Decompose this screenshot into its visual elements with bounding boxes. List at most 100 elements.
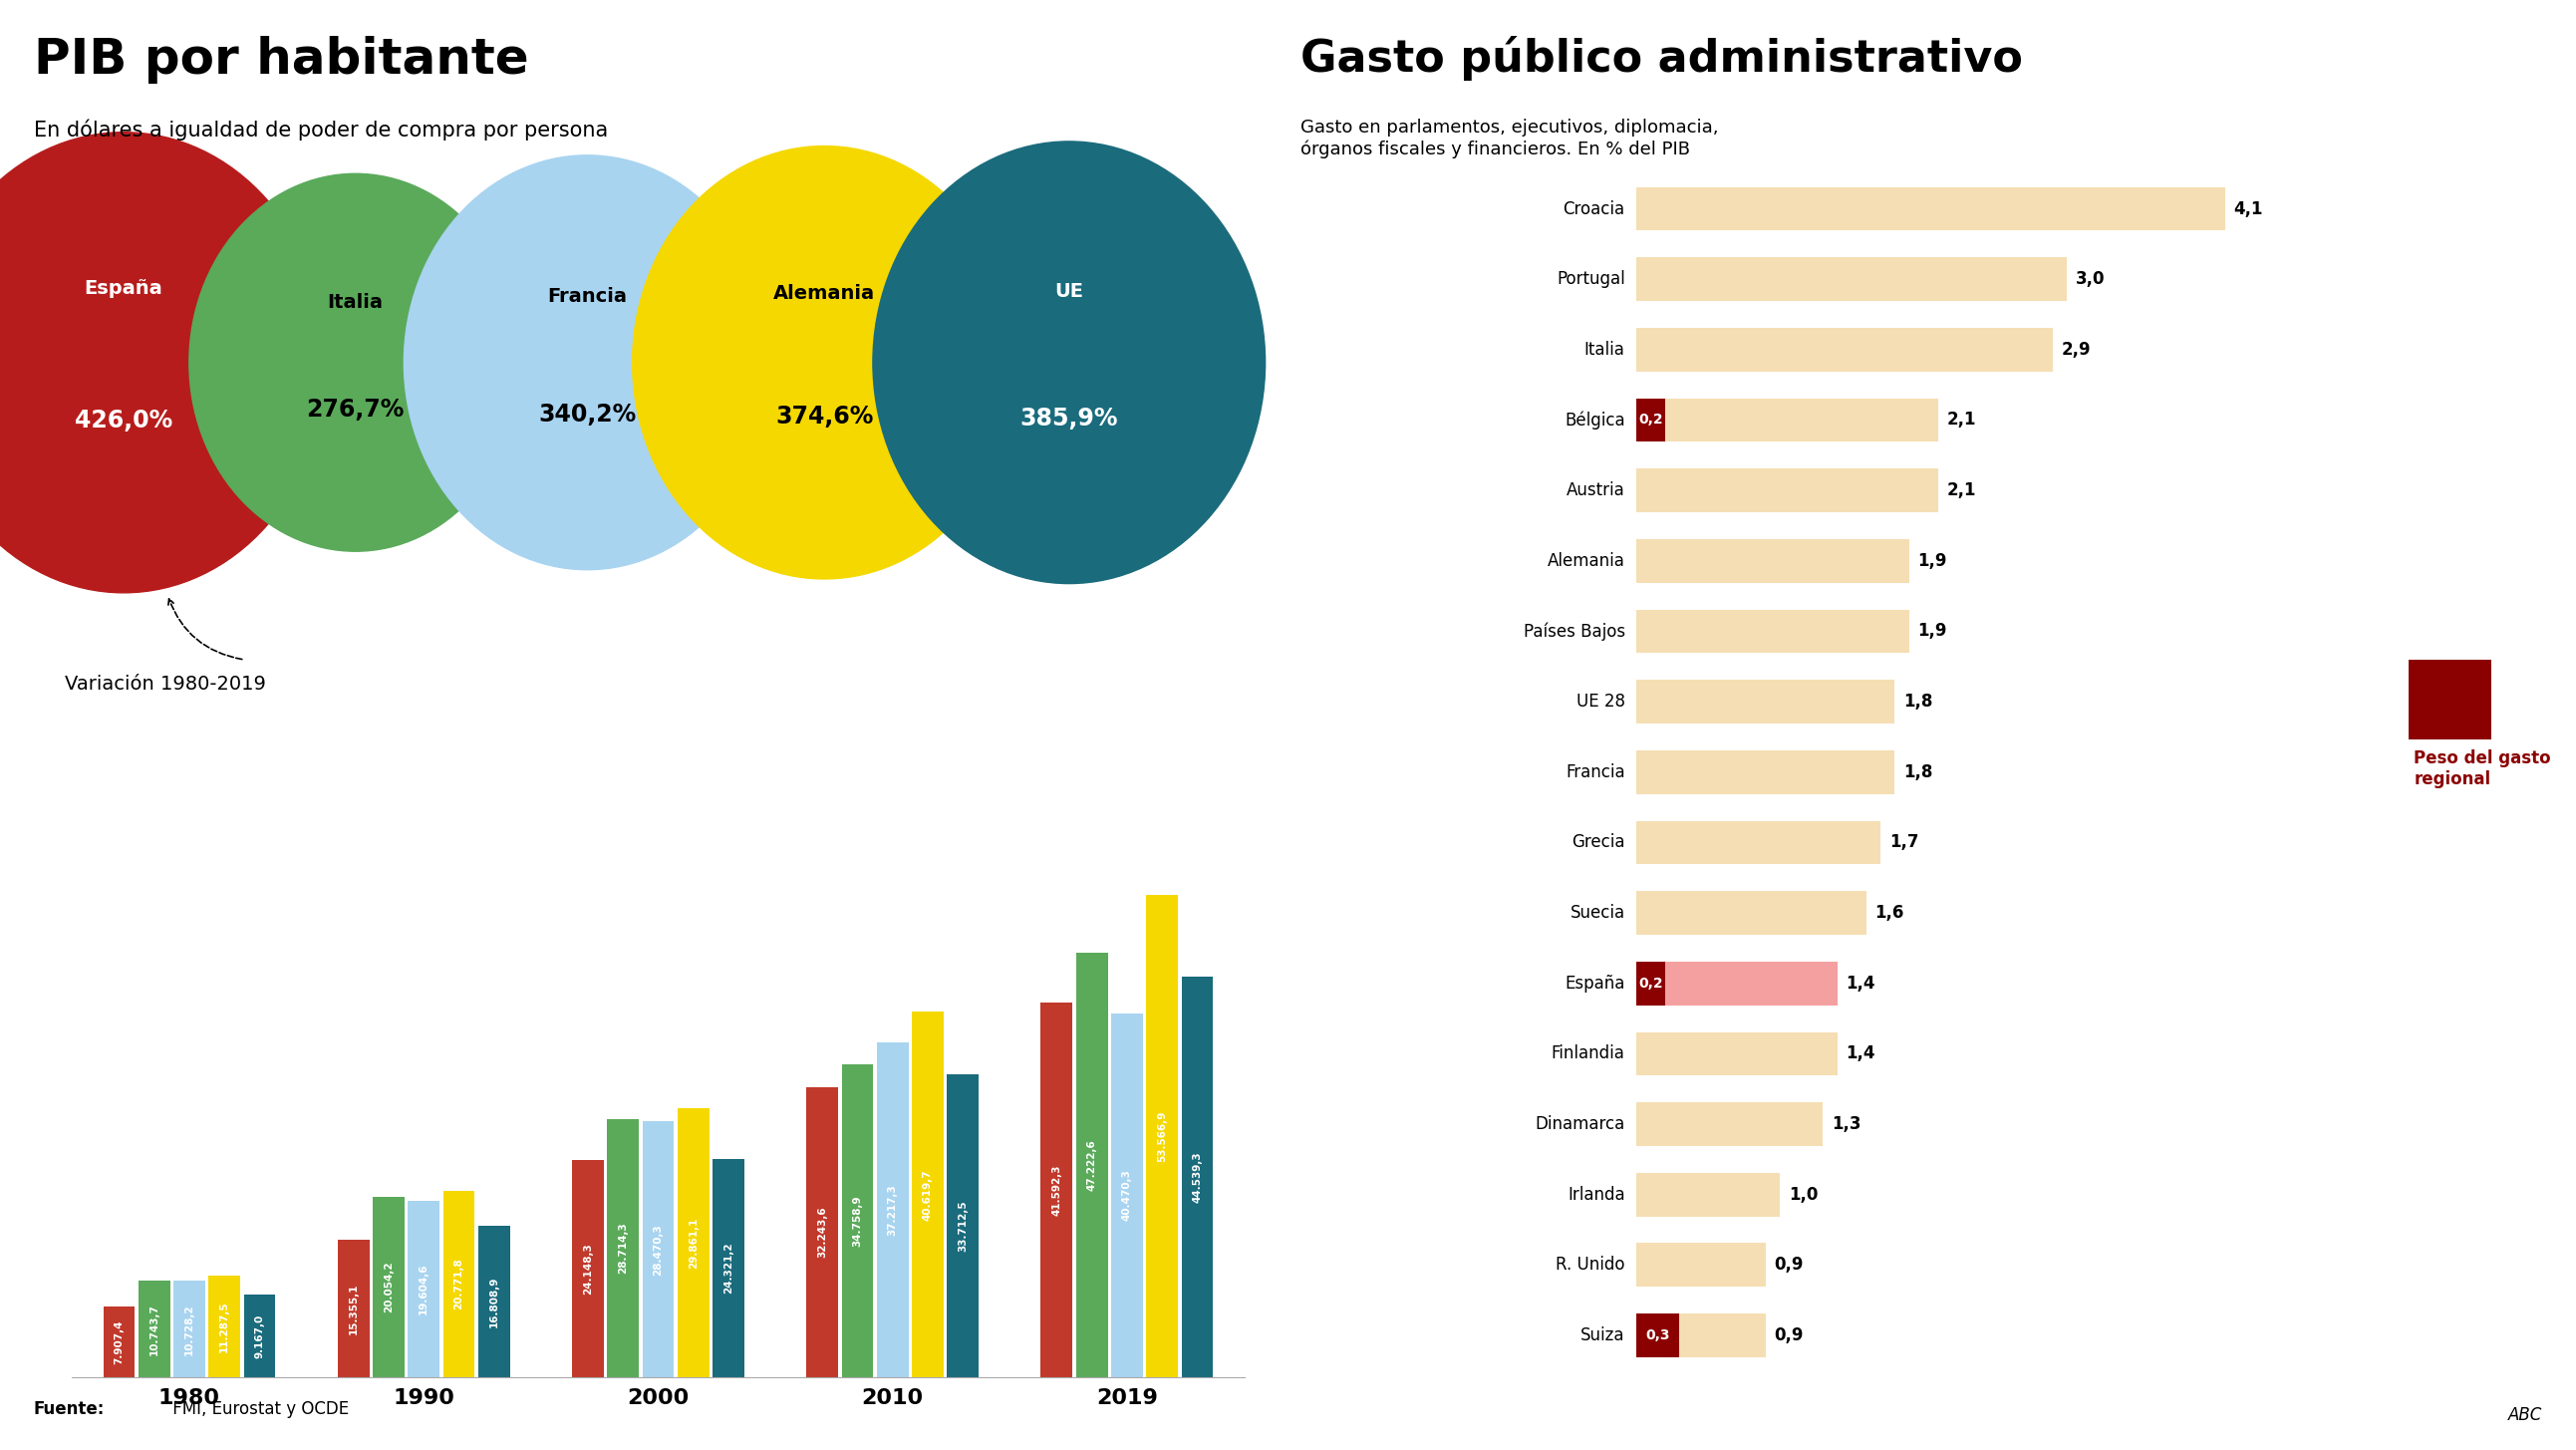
- Text: 47.222,6: 47.222,6: [1087, 1140, 1097, 1190]
- Bar: [714, 1159, 744, 1378]
- Bar: [1636, 821, 1880, 864]
- Text: Variación 1980-2019: Variación 1980-2019: [64, 674, 265, 693]
- Bar: [1636, 609, 1909, 653]
- Text: 41.592,3: 41.592,3: [1051, 1164, 1061, 1217]
- Text: Peso del gasto
regional: Peso del gasto regional: [2414, 750, 2550, 789]
- Bar: [948, 1074, 979, 1378]
- Bar: [1636, 1243, 1765, 1286]
- Text: 1,3: 1,3: [1832, 1115, 1860, 1134]
- Text: 53.566,9: 53.566,9: [1157, 1111, 1167, 1161]
- Text: 20.771,8: 20.771,8: [453, 1259, 464, 1309]
- Text: ABC: ABC: [2509, 1406, 2543, 1424]
- Bar: [608, 1119, 639, 1378]
- Bar: [1636, 1102, 1824, 1146]
- Text: PIB por habitante: PIB por habitante: [33, 36, 528, 84]
- Bar: [245, 1295, 276, 1378]
- Bar: [1636, 539, 1909, 583]
- Text: 0,2: 0,2: [1638, 976, 1664, 990]
- Text: Dinamarca: Dinamarca: [1535, 1115, 1625, 1134]
- Bar: [1636, 892, 1865, 935]
- Bar: [842, 1064, 873, 1378]
- Text: Grecia: Grecia: [1571, 834, 1625, 851]
- Text: 28.470,3: 28.470,3: [654, 1224, 662, 1275]
- Text: 33.712,5: 33.712,5: [958, 1201, 969, 1251]
- Text: R. Unido: R. Unido: [1556, 1256, 1625, 1275]
- Text: 0,9: 0,9: [1775, 1327, 1803, 1344]
- Text: 11.287,5: 11.287,5: [219, 1301, 229, 1353]
- Text: Alemania: Alemania: [1548, 552, 1625, 570]
- Bar: [1636, 187, 2226, 231]
- Bar: [139, 1280, 170, 1378]
- Text: 20.054,2: 20.054,2: [384, 1262, 394, 1312]
- Text: 32.243,6: 32.243,6: [817, 1206, 827, 1259]
- Ellipse shape: [873, 142, 1265, 583]
- Text: 19.604,6: 19.604,6: [420, 1263, 428, 1315]
- Text: España: España: [85, 280, 162, 299]
- Text: 1,4: 1,4: [1847, 974, 1875, 992]
- Text: 426,0%: 426,0%: [75, 409, 173, 432]
- Text: 4,1: 4,1: [2233, 200, 2262, 218]
- Text: 276,7%: 276,7%: [307, 397, 404, 422]
- Bar: [479, 1227, 510, 1378]
- Bar: [1110, 1014, 1144, 1378]
- Text: Bélgica: Bélgica: [1564, 410, 1625, 429]
- Text: 29.861,1: 29.861,1: [688, 1218, 698, 1269]
- Bar: [173, 1280, 206, 1378]
- Text: Portugal: Portugal: [1556, 270, 1625, 289]
- Text: Finlandia: Finlandia: [1551, 1045, 1625, 1063]
- Bar: [572, 1160, 603, 1377]
- Text: FMI, Eurostat y OCDE: FMI, Eurostat y OCDE: [167, 1401, 348, 1418]
- Bar: [1636, 399, 1937, 442]
- Text: Croacia: Croacia: [1564, 200, 1625, 218]
- Bar: [1041, 1003, 1072, 1378]
- Text: 2,1: 2,1: [1947, 410, 1976, 429]
- Bar: [1636, 961, 1837, 1005]
- Ellipse shape: [634, 146, 1015, 579]
- Bar: [1636, 750, 1896, 795]
- Text: 374,6%: 374,6%: [775, 405, 873, 429]
- Text: 0,9: 0,9: [1775, 1256, 1803, 1275]
- Text: 40.470,3: 40.470,3: [1123, 1170, 1131, 1221]
- Bar: [443, 1190, 474, 1377]
- Bar: [1636, 680, 1896, 724]
- Text: Irlanda: Irlanda: [1569, 1186, 1625, 1203]
- Text: 28.714,3: 28.714,3: [618, 1222, 629, 1275]
- Text: 0,2: 0,2: [1638, 413, 1664, 426]
- Bar: [1636, 258, 2066, 302]
- Text: 1,0: 1,0: [1788, 1186, 1819, 1203]
- Text: 385,9%: 385,9%: [1020, 406, 1118, 431]
- Text: 2,1: 2,1: [1947, 481, 1976, 499]
- Text: Francia: Francia: [549, 287, 626, 306]
- Text: En dólares a igualdad de poder de compra por persona: En dólares a igualdad de poder de compra…: [33, 119, 608, 141]
- Bar: [876, 1043, 909, 1378]
- Text: Gasto público administrativo: Gasto público administrativo: [1301, 36, 2022, 81]
- Text: España: España: [1564, 974, 1625, 992]
- Text: Gasto en parlamentos, ejecutivos, diplomacia,
órganos fiscales y financieros. En: Gasto en parlamentos, ejecutivos, diplom…: [1301, 119, 1718, 158]
- Text: Suiza: Suiza: [1582, 1327, 1625, 1344]
- Text: 37.217,3: 37.217,3: [889, 1185, 896, 1235]
- Bar: [1077, 953, 1108, 1378]
- Bar: [1636, 1032, 1837, 1076]
- Text: Francia: Francia: [1566, 763, 1625, 782]
- Text: 44.539,3: 44.539,3: [1193, 1151, 1203, 1202]
- Text: Austria: Austria: [1566, 481, 1625, 499]
- Text: 1,8: 1,8: [1904, 763, 1932, 782]
- Bar: [407, 1201, 440, 1378]
- Text: Suecia: Suecia: [1571, 903, 1625, 922]
- Text: 24.148,3: 24.148,3: [582, 1243, 592, 1295]
- Text: 15.355,1: 15.355,1: [348, 1283, 358, 1334]
- Text: 9.167,0: 9.167,0: [255, 1314, 265, 1359]
- Bar: [1182, 976, 1213, 1378]
- Text: 34.758,9: 34.758,9: [853, 1195, 863, 1247]
- Bar: [1636, 961, 1664, 1005]
- Bar: [1636, 1173, 1780, 1217]
- Text: Países Bajos: Países Bajos: [1522, 622, 1625, 641]
- Bar: [1636, 1314, 1680, 1357]
- Text: 24.321,2: 24.321,2: [724, 1243, 734, 1293]
- Text: 1,4: 1,4: [1847, 1045, 1875, 1063]
- Ellipse shape: [404, 155, 770, 570]
- Bar: [806, 1088, 837, 1378]
- Text: Italia: Italia: [1584, 341, 1625, 358]
- Text: 40.619,7: 40.619,7: [922, 1169, 933, 1221]
- Bar: [1636, 399, 1664, 442]
